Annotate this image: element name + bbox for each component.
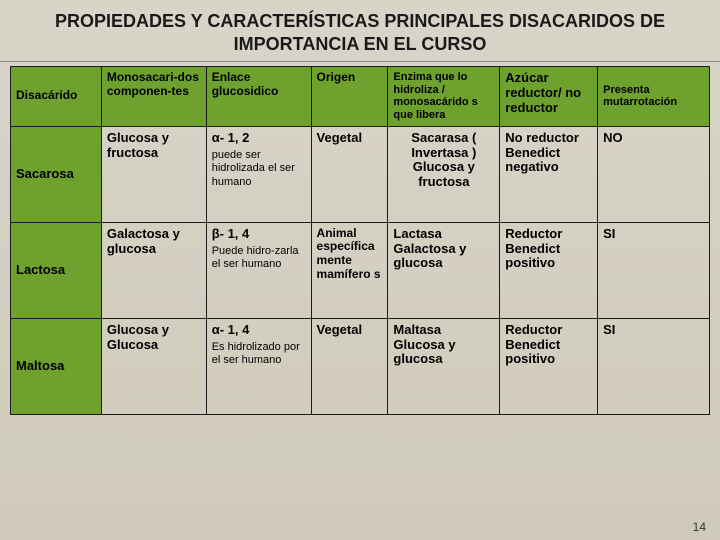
cell-enzima: Maltasa Glucosa y glucosa [388,318,500,414]
cell-text: Vegetal [317,131,383,146]
row-name: Sacarosa [11,126,102,222]
cell-text: Galactosa y glucosa [107,227,201,257]
slide-number: 14 [693,520,706,534]
cell-text: NO [603,131,704,146]
cell-reductor: No reductor Benedict negativo [500,126,598,222]
table-row: Maltosa Glucosa y Glucosa α- 1, 4 Es hidr… [11,318,710,414]
cell-mono: Glucosa y fructosa [101,126,206,222]
cell-text: Glucosa y fructosa [107,131,201,161]
table-body: Sacarosa Glucosa y fructosa α- 1, 2 puede… [11,126,710,414]
cell-text: Sacarasa ( Invertasa ) Glucosa y fructos… [393,131,494,191]
table-row: Lactosa Galactosa y glucosa β- 1, 4 Puede… [11,222,710,318]
table-row: Sacarosa Glucosa y fructosa α- 1, 2 puede… [11,126,710,222]
cell-enlace: β- 1, 4 Puede hidro-zarla el ser humano [206,222,311,318]
cell-sub: Puede hidro-zarla el ser humano [212,245,299,271]
cell-mono: Glucosa y Glucosa [101,318,206,414]
cell-sub: puede ser hidrolizada el ser humano [212,149,295,189]
cell-mutar: SI [598,222,710,318]
cell-enzima: Lactasa Galactosa y glucosa [388,222,500,318]
cell-text: SI [603,227,704,242]
cell-mono: Galactosa y glucosa [101,222,206,318]
cell-enlace: α- 1, 4 Es hidrolizado por el ser humano [206,318,311,414]
cell-reductor: Reductor Benedict positivo [500,222,598,318]
cell-main: α- 1, 4 [212,323,306,338]
cell-main: β- 1, 4 [212,227,306,242]
row-name: Lactosa [11,222,102,318]
cell-text: Lactasa Galactosa y glucosa [393,227,494,272]
cell-enlace: α- 1, 2 puede ser hidrolizada el ser huma… [206,126,311,222]
cell-reductor: Reductor Benedict positivo [500,318,598,414]
col-disacarido: Disacárido [11,67,102,127]
cell-text: Animal específica mente mamífero s [317,227,383,282]
cell-origen: Vegetal [311,126,388,222]
col-reductor: Azúcar reductor/ no reductor [500,67,598,127]
table-header-row: Disacárido Monosacari-dos componen-tes E… [11,67,710,127]
col-origen: Origen [311,67,388,127]
cell-text: Reductor Benedict positivo [505,227,592,272]
col-enzima: Enzima que lo hidroliza / monosacárido s… [388,67,500,127]
table-container: Disacárido Monosacari-dos componen-tes E… [0,62,720,415]
col-enlace: Enlace glucosidico [206,67,311,127]
cell-main: α- 1, 2 [212,131,306,146]
page-title: PROPIEDADES Y CARACTERÍSTICAS PRINCIPALE… [0,0,720,62]
cell-text: Reductor Benedict positivo [505,323,592,368]
cell-text: SI [603,323,704,338]
row-name: Maltosa [11,318,102,414]
cell-text: No reductor Benedict negativo [505,131,592,176]
disaccharide-table: Disacárido Monosacari-dos componen-tes E… [10,66,710,415]
cell-text: Vegetal [317,323,383,338]
cell-origen: Animal específica mente mamífero s [311,222,388,318]
cell-text: Glucosa y Glucosa [107,323,201,353]
col-mutarrotacion: Presenta mutarrotación [598,67,710,127]
cell-mutar: NO [598,126,710,222]
cell-sub: Es hidrolizado por el ser humano [212,341,300,367]
cell-mutar: SI [598,318,710,414]
col-monosacaridos: Monosacari-dos componen-tes [101,67,206,127]
cell-origen: Vegetal [311,318,388,414]
cell-text: Maltasa Glucosa y glucosa [393,323,494,368]
cell-enzima: Sacarasa ( Invertasa ) Glucosa y fructos… [388,126,500,222]
